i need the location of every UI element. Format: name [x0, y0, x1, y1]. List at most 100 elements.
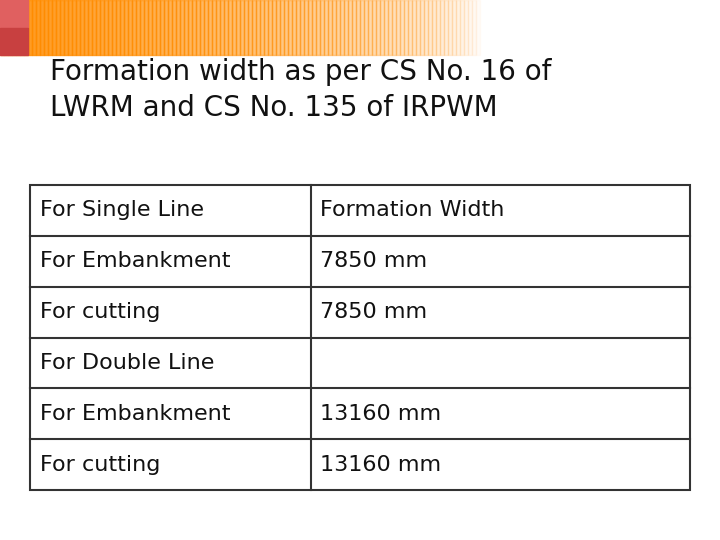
Bar: [0, 28, 28, 55]
Bar: [400, 0, 404, 55]
Bar: [456, 0, 460, 55]
Bar: [380, 0, 384, 55]
Bar: [72, 0, 76, 55]
Bar: [292, 0, 296, 55]
Bar: [432, 0, 436, 55]
Bar: [372, 0, 376, 55]
Bar: [428, 0, 432, 55]
Bar: [176, 0, 180, 55]
Bar: [180, 0, 184, 55]
Bar: [188, 0, 192, 55]
Text: Formation Width: Formation Width: [320, 200, 505, 220]
Bar: [64, 0, 68, 55]
Bar: [280, 0, 284, 55]
Bar: [312, 0, 316, 55]
Bar: [408, 0, 412, 55]
Bar: [44, 0, 48, 55]
Bar: [148, 0, 152, 55]
Bar: [0, 0, 28, 28]
Bar: [168, 0, 172, 55]
Text: For Single Line: For Single Line: [40, 200, 204, 220]
Bar: [256, 0, 260, 55]
Bar: [96, 0, 100, 55]
Bar: [344, 0, 348, 55]
Bar: [416, 0, 420, 55]
Bar: [248, 0, 252, 55]
Bar: [32, 0, 36, 55]
Bar: [84, 0, 88, 55]
Bar: [16, 0, 20, 55]
Bar: [452, 0, 456, 55]
Bar: [360, 0, 364, 55]
Bar: [20, 0, 24, 55]
Bar: [208, 0, 212, 55]
Bar: [468, 0, 472, 55]
Bar: [56, 0, 60, 55]
Bar: [336, 0, 340, 55]
Bar: [264, 0, 268, 55]
Bar: [192, 0, 196, 55]
Bar: [444, 0, 448, 55]
Bar: [460, 0, 464, 55]
Bar: [328, 0, 332, 55]
Bar: [12, 0, 16, 55]
Bar: [220, 0, 224, 55]
Bar: [152, 0, 156, 55]
Bar: [420, 0, 424, 55]
Bar: [88, 0, 92, 55]
Bar: [472, 0, 476, 55]
Bar: [24, 0, 28, 55]
Bar: [140, 0, 144, 55]
Bar: [132, 0, 136, 55]
Bar: [464, 0, 468, 55]
Text: For cutting: For cutting: [40, 302, 161, 322]
Bar: [440, 0, 444, 55]
Bar: [412, 0, 416, 55]
Bar: [36, 0, 40, 55]
Text: For Embankment: For Embankment: [40, 251, 230, 271]
Bar: [120, 0, 124, 55]
Bar: [40, 0, 44, 55]
Bar: [384, 0, 388, 55]
Bar: [136, 0, 140, 55]
Bar: [396, 0, 400, 55]
Bar: [80, 0, 84, 55]
Bar: [160, 0, 164, 55]
Bar: [300, 0, 304, 55]
Bar: [100, 0, 104, 55]
Bar: [260, 0, 264, 55]
Text: Formation width as per CS No. 16 of
LWRM and CS No. 135 of IRPWM: Formation width as per CS No. 16 of LWRM…: [50, 58, 552, 122]
Bar: [340, 0, 344, 55]
Bar: [268, 0, 272, 55]
Text: 7850 mm: 7850 mm: [320, 302, 428, 322]
Bar: [172, 0, 176, 55]
Bar: [252, 0, 256, 55]
Bar: [320, 0, 324, 55]
Bar: [212, 0, 216, 55]
Bar: [48, 0, 52, 55]
Text: 13160 mm: 13160 mm: [320, 455, 441, 475]
Bar: [392, 0, 396, 55]
Bar: [216, 0, 220, 55]
Bar: [228, 0, 232, 55]
Bar: [30, 185, 690, 490]
Bar: [52, 0, 56, 55]
Bar: [240, 0, 244, 55]
Bar: [332, 0, 336, 55]
Bar: [76, 0, 80, 55]
Bar: [244, 0, 248, 55]
Bar: [116, 0, 120, 55]
Bar: [184, 0, 188, 55]
Bar: [92, 0, 96, 55]
Bar: [304, 0, 308, 55]
Bar: [284, 0, 288, 55]
Bar: [104, 0, 108, 55]
Bar: [28, 0, 32, 55]
Text: For Embankment: For Embankment: [40, 404, 230, 424]
Bar: [288, 0, 292, 55]
Bar: [296, 0, 300, 55]
Bar: [476, 0, 480, 55]
Bar: [60, 0, 64, 55]
Bar: [0, 0, 4, 55]
Bar: [232, 0, 236, 55]
